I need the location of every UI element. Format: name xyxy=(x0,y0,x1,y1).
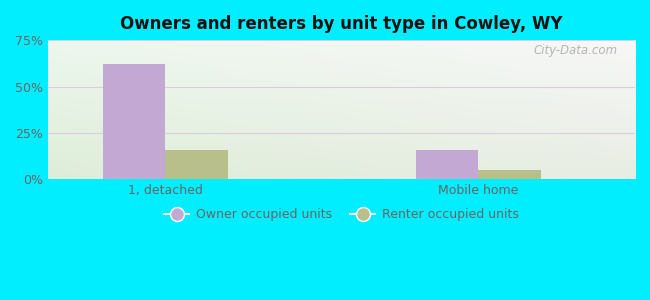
Legend: Owner occupied units, Renter occupied units: Owner occupied units, Renter occupied un… xyxy=(159,203,523,226)
Bar xyxy=(103,64,165,179)
Title: Owners and renters by unit type in Cowley, WY: Owners and renters by unit type in Cowle… xyxy=(120,15,563,33)
Bar xyxy=(478,170,541,179)
Text: City-Data.com: City-Data.com xyxy=(533,44,618,57)
Bar xyxy=(165,150,228,179)
Bar xyxy=(416,150,478,179)
